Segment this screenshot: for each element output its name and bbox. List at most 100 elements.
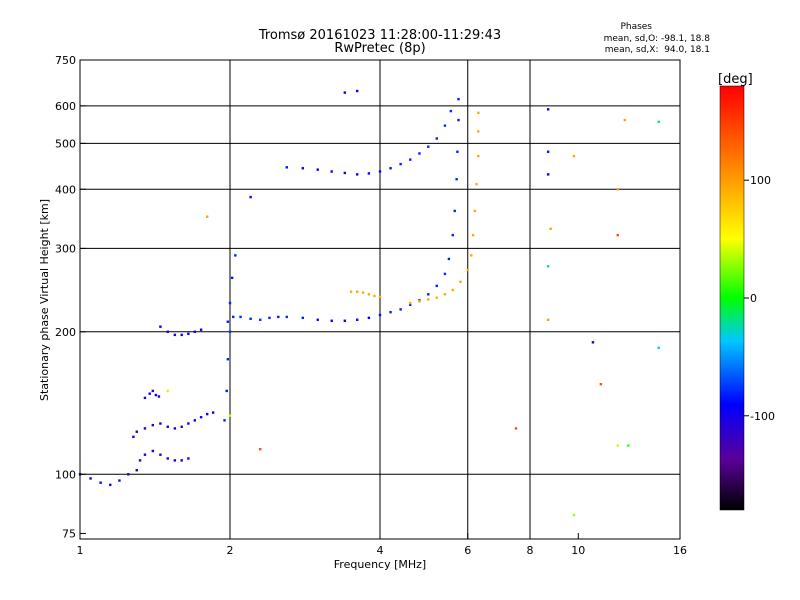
echo-point xyxy=(378,170,382,173)
echo-point xyxy=(343,91,347,94)
echo-point xyxy=(514,427,518,430)
echo-point xyxy=(477,130,480,133)
echo-point xyxy=(349,290,353,293)
echo-point xyxy=(418,300,421,303)
colorbar-tick-label: 100 xyxy=(750,174,771,187)
y-axis-label: Stationary phase Virtual Height [km] xyxy=(38,199,51,401)
y-tick-label: 400 xyxy=(55,183,76,196)
x-tick-label: 8 xyxy=(527,544,534,557)
echo-point xyxy=(166,457,169,460)
echo-point xyxy=(225,389,228,393)
echo-point xyxy=(205,412,209,416)
echo-point xyxy=(159,453,162,456)
echo-point xyxy=(180,459,183,462)
echo-point xyxy=(455,178,458,181)
echo-point xyxy=(409,303,412,307)
echo-point xyxy=(449,109,453,113)
echo-point xyxy=(466,268,469,272)
echo-point xyxy=(343,171,347,175)
y-axis-ticks: 75 100 200 300 400 500 600 750 xyxy=(55,54,86,540)
x-tick-label: 4 xyxy=(377,544,384,557)
echo-point xyxy=(443,124,447,127)
echo-point xyxy=(457,97,460,101)
echo-point xyxy=(435,137,438,140)
echo-point xyxy=(118,479,121,482)
echo-point xyxy=(166,389,169,393)
y-tick-label: 750 xyxy=(55,54,76,67)
echo-point xyxy=(427,298,430,301)
echo-point xyxy=(657,120,660,124)
x-axis-label: Frequency [MHz] xyxy=(334,558,426,571)
x-tick-label: 2 xyxy=(227,544,234,557)
echo-point xyxy=(367,172,371,175)
echo-point xyxy=(159,422,162,425)
echo-point xyxy=(451,233,455,237)
colorbar-tick-label: 0 xyxy=(750,292,757,305)
echo-point xyxy=(477,154,480,158)
echo-point xyxy=(443,293,447,296)
echo-point xyxy=(443,272,447,276)
echo-point xyxy=(166,330,169,333)
echo-point xyxy=(435,296,438,299)
echo-point xyxy=(135,430,138,433)
echo-point xyxy=(193,330,197,333)
echo-point xyxy=(226,358,230,361)
phase-stats-o: mean, sd,O: -98.1, 18.8 xyxy=(603,34,710,44)
echo-point xyxy=(546,150,550,153)
echo-point xyxy=(456,150,459,153)
echo-point xyxy=(99,481,102,484)
echo-point xyxy=(343,319,347,322)
echo-point xyxy=(409,158,412,161)
y-tick-label: 600 xyxy=(55,100,76,113)
echo-point xyxy=(389,167,392,170)
echo-point xyxy=(316,168,319,171)
y-tick-label: 75 xyxy=(62,527,76,540)
phase-stats-heading: Phases xyxy=(620,22,652,32)
echo-point xyxy=(361,291,365,294)
echo-point xyxy=(599,382,603,386)
echo-point xyxy=(546,318,550,321)
echo-point xyxy=(330,170,333,173)
echo-point xyxy=(268,316,271,320)
y-tick-label: 500 xyxy=(55,137,76,150)
echo-point xyxy=(616,444,619,447)
echo-point xyxy=(367,316,371,320)
y-tick-label: 200 xyxy=(55,326,76,339)
echo-point xyxy=(285,315,288,319)
echo-point xyxy=(211,411,215,414)
echo-points xyxy=(78,89,660,517)
echo-point xyxy=(132,435,135,439)
echo-point xyxy=(657,346,660,350)
echo-point xyxy=(232,315,235,319)
echo-point xyxy=(459,280,462,284)
echo-point xyxy=(457,118,460,122)
echo-point xyxy=(549,227,552,231)
echo-point xyxy=(546,108,550,111)
echo-point xyxy=(151,389,155,393)
echo-point xyxy=(301,316,305,320)
echo-point xyxy=(572,154,576,158)
echo-point xyxy=(205,215,209,218)
echo-point xyxy=(223,419,226,422)
echo-point xyxy=(409,301,412,305)
x-axis-ticks: 1 2 4 6 8 10 16 xyxy=(77,533,687,557)
echo-point xyxy=(159,325,162,328)
echo-point xyxy=(389,310,392,314)
echo-point xyxy=(627,444,630,447)
echo-point xyxy=(187,332,190,336)
echo-point xyxy=(138,459,142,462)
colorbar-tick-label: -100 xyxy=(750,410,775,423)
echo-point xyxy=(239,315,242,319)
echo-point xyxy=(616,233,619,237)
echo-point xyxy=(572,513,576,517)
echo-point xyxy=(453,209,456,213)
echo-point xyxy=(135,469,138,472)
echo-point xyxy=(399,308,402,311)
echo-point xyxy=(193,419,197,422)
echo-point xyxy=(285,166,288,169)
echo-point xyxy=(355,318,359,321)
echo-point xyxy=(173,427,177,430)
echo-point xyxy=(166,425,169,428)
echo-point xyxy=(373,294,376,298)
x-tick-label: 16 xyxy=(673,544,687,557)
